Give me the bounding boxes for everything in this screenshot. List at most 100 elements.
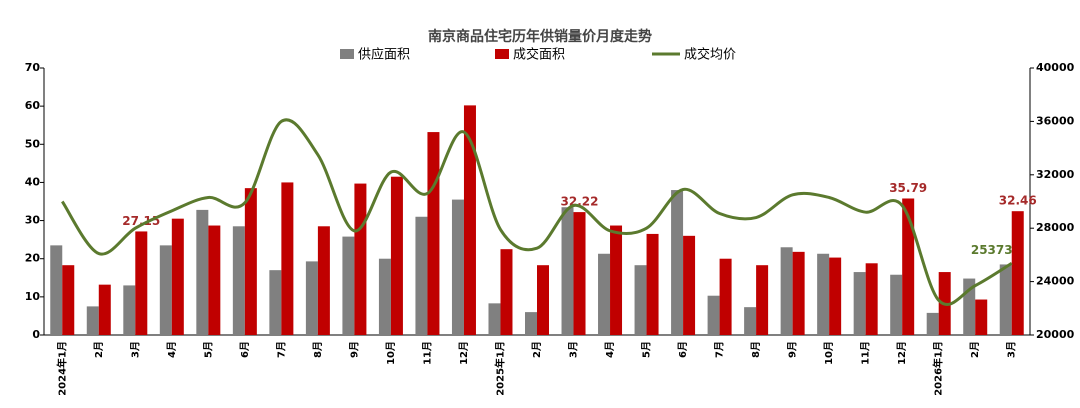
legend-swatch xyxy=(340,49,354,59)
bar xyxy=(926,312,939,335)
x-tick-label: 2026年1月 xyxy=(932,341,945,396)
bar xyxy=(671,190,684,335)
x-tick-label: 3月 xyxy=(129,341,141,358)
line xyxy=(61,118,1013,306)
bar xyxy=(305,261,318,335)
bar xyxy=(390,176,403,335)
bar xyxy=(780,247,793,335)
x-tick-label: 3月 xyxy=(568,341,580,358)
bar xyxy=(342,236,355,335)
data-label: 32.22 xyxy=(561,195,599,209)
bar xyxy=(196,209,209,335)
y2-tick-label: 24000 xyxy=(1036,275,1075,288)
data-label: 27.15 xyxy=(122,214,160,228)
bar xyxy=(598,253,611,335)
bar xyxy=(573,212,586,335)
x-tick-label: 9月 xyxy=(787,341,799,358)
bar xyxy=(999,264,1012,335)
bar xyxy=(719,258,732,335)
bar xyxy=(537,265,549,335)
bar xyxy=(634,265,647,335)
x-tick-label: 5月 xyxy=(202,341,214,358)
y-tick-label: 0 xyxy=(32,328,40,341)
bar xyxy=(1011,211,1024,335)
x-tick-label: 12月 xyxy=(896,341,908,365)
bar xyxy=(171,218,184,335)
legend-label: 供应面积 xyxy=(358,47,410,63)
bar xyxy=(829,257,842,335)
y-tick-label: 70 xyxy=(25,61,41,74)
y2-tick-label: 40000 xyxy=(1036,61,1075,74)
bar xyxy=(683,235,696,335)
chart-title: 南京商品住宅历年供销量价月度走势 xyxy=(428,28,652,45)
x-tick-label: 4月 xyxy=(604,341,616,358)
x-tick-label: 4月 xyxy=(166,341,178,358)
bar xyxy=(208,225,221,335)
bar xyxy=(159,245,172,335)
bar xyxy=(463,105,476,335)
x-tick-label: 12月 xyxy=(458,341,470,365)
data-label: 25373 xyxy=(971,243,1013,257)
x-tick-label: 9月 xyxy=(348,341,360,358)
data-label: 32.46 xyxy=(999,194,1037,208)
bar xyxy=(50,245,63,335)
bar xyxy=(98,284,111,335)
y2-tick-label: 20000 xyxy=(1036,328,1075,341)
bar xyxy=(451,199,464,335)
y2-tick-label: 32000 xyxy=(1036,168,1075,181)
bar xyxy=(890,274,903,335)
legend-label: 成交均价 xyxy=(684,47,736,63)
x-tick-label: 8月 xyxy=(312,341,324,358)
bar xyxy=(378,258,391,335)
x-tick-label: 8月 xyxy=(750,341,762,358)
bar xyxy=(500,249,513,335)
x-tick-label: 2月 xyxy=(531,341,543,358)
y-tick-label: 10 xyxy=(25,290,41,303)
bar xyxy=(525,312,537,335)
x-tick-label: 11月 xyxy=(421,341,433,365)
bar xyxy=(488,303,501,335)
bar xyxy=(792,251,805,335)
x-tick-label: 7月 xyxy=(714,341,726,358)
x-tick-label: 10月 xyxy=(823,341,835,365)
bar xyxy=(232,226,245,335)
bar xyxy=(135,231,148,335)
bar xyxy=(269,270,282,335)
bar xyxy=(123,285,136,335)
bar xyxy=(707,295,720,335)
y-tick-label: 60 xyxy=(25,99,41,112)
data-label: 35.79 xyxy=(889,181,927,195)
x-tick-label: 5月 xyxy=(641,341,653,358)
bar xyxy=(610,225,623,335)
x-tick-label: 7月 xyxy=(275,341,287,358)
bar xyxy=(756,265,769,335)
bar xyxy=(244,188,257,335)
x-tick-label: 6月 xyxy=(239,341,251,358)
x-tick-label: 2月 xyxy=(93,341,105,358)
bar xyxy=(427,132,440,335)
x-tick-label: 10月 xyxy=(385,341,397,365)
bar xyxy=(354,183,367,335)
bar xyxy=(86,306,99,335)
y-tick-label: 20 xyxy=(25,252,41,265)
bar xyxy=(281,182,294,335)
bar xyxy=(902,198,915,335)
y2-tick-label: 28000 xyxy=(1036,221,1075,234)
bar xyxy=(646,233,659,335)
y-tick-label: 40 xyxy=(25,175,41,188)
bar xyxy=(853,272,866,335)
bar xyxy=(865,263,878,335)
legend-swatch xyxy=(495,49,509,59)
x-tick-label: 2月 xyxy=(969,341,981,358)
bar xyxy=(62,265,75,335)
x-tick-label: 6月 xyxy=(677,341,689,358)
bar xyxy=(561,207,574,335)
x-tick-label: 2025年1月 xyxy=(493,341,506,396)
y-tick-label: 30 xyxy=(25,214,41,227)
y2-tick-label: 36000 xyxy=(1036,114,1075,127)
x-tick-label: 2024年1月 xyxy=(55,341,68,396)
bar xyxy=(317,226,330,335)
bar xyxy=(415,216,428,335)
x-tick-label: 11月 xyxy=(860,341,872,365)
